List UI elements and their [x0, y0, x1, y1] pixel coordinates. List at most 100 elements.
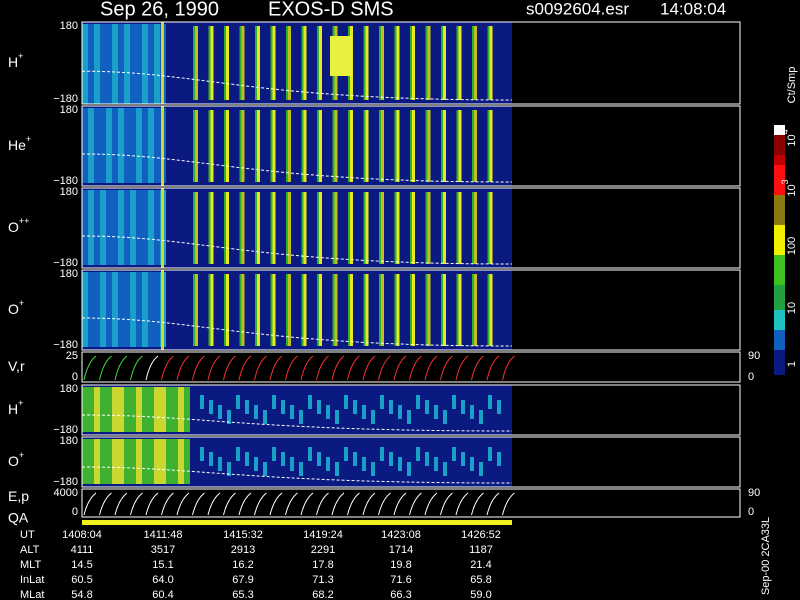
- spectrogram-cell: [124, 449, 130, 454]
- curve: [378, 492, 391, 516]
- spectrogram-cell: [118, 34, 124, 39]
- spectrogram-cell: [178, 412, 184, 417]
- spectrogram-cell: [148, 215, 154, 220]
- spectrogram-cell: [82, 297, 88, 302]
- spectrogram-cell: [443, 410, 447, 424]
- spectrogram-cell: [124, 215, 130, 220]
- spectrogram-cell: [184, 397, 190, 402]
- spectrogram-cell: [94, 190, 100, 195]
- spectrogram-cell: [118, 422, 124, 427]
- spectrogram-stripe: [208, 274, 211, 346]
- curve: [161, 355, 174, 381]
- spectrogram-cell: [112, 163, 118, 168]
- spectrogram-cell: [94, 84, 100, 89]
- spectrogram-stripe: [317, 274, 319, 346]
- spectrogram-cell: [136, 402, 142, 407]
- spectrogram-cell: [106, 297, 112, 302]
- spectrogram-cell: [106, 417, 112, 422]
- spectrogram-cell: [136, 474, 142, 479]
- spectrogram-stripe: [348, 110, 350, 182]
- spectrogram-cell: [353, 452, 357, 466]
- spectrogram-cell: [335, 462, 339, 476]
- spectrogram-cell: [94, 245, 100, 250]
- spectrogram-cell: [136, 79, 142, 84]
- spectrogram-stripe: [487, 26, 490, 100]
- spectrogram-cell: [88, 277, 94, 282]
- spectrogram-cell: [178, 444, 184, 449]
- spectrogram-stripe: [472, 274, 474, 346]
- spectrogram-cell: [142, 245, 148, 250]
- panel-frame: [81, 351, 741, 383]
- spectrogram-cell: [263, 410, 267, 424]
- spectrogram-cell: [130, 417, 136, 422]
- spectrogram-cell: [112, 200, 118, 205]
- spectrogram-cell: [148, 153, 154, 158]
- spectrogram-cell: [142, 439, 148, 444]
- spectrogram-cell: [106, 99, 112, 104]
- spectrogram-cell: [148, 312, 154, 317]
- spectrogram-cell: [106, 282, 112, 287]
- spectrogram-cell: [82, 479, 88, 484]
- spectrogram-stripe: [193, 192, 195, 264]
- spectrogram-cell: [136, 128, 142, 133]
- spectrogram-cell: [94, 44, 100, 49]
- spectrogram-cell: [112, 230, 118, 235]
- cell: 2913: [231, 544, 255, 556]
- spectrogram-cell: [88, 387, 94, 392]
- spectrogram-cell: [136, 113, 142, 118]
- curve: [223, 355, 236, 381]
- trace: [81, 317, 513, 347]
- spectrogram-cell: [100, 412, 106, 417]
- spectrogram-cell: [112, 168, 118, 173]
- spectrogram-stripe: [474, 110, 477, 182]
- spectrogram-cell: [112, 215, 118, 220]
- color-swatch: [774, 195, 785, 225]
- spectrogram-cell: [142, 307, 148, 312]
- spectrogram-cell: [142, 94, 148, 99]
- curve: [378, 355, 391, 381]
- spectrogram-cell: [148, 439, 154, 444]
- spectrogram-cell: [172, 422, 178, 427]
- spectrogram-cell: [142, 250, 148, 255]
- spectrogram-cell: [106, 277, 112, 282]
- spectrogram-cell: [94, 235, 100, 240]
- y-tick-label: 0: [72, 506, 78, 518]
- spectrogram-cell: [124, 260, 130, 265]
- spectrogram-cell: [124, 138, 130, 143]
- spectrogram-cell: [142, 39, 148, 44]
- spectrogram-cell: [118, 322, 124, 327]
- spectrogram-cell: [118, 205, 124, 210]
- spectrogram-cell: [124, 44, 130, 49]
- spectrogram-cell: [118, 327, 124, 332]
- spectrogram-cell: [130, 282, 136, 287]
- spectrogram-stripe: [441, 192, 443, 264]
- spectrogram-cell: [136, 39, 142, 44]
- spectrogram-cell: [124, 113, 130, 118]
- panel-label-base: O: [8, 301, 19, 317]
- spectrogram-cell: [130, 59, 136, 64]
- spectrogram-cell: [112, 297, 118, 302]
- spectrogram-cell: [118, 29, 124, 34]
- spectrogram-cell: [106, 54, 112, 59]
- curve: [238, 492, 252, 516]
- y-tick-label: −180: [53, 257, 78, 269]
- spectrogram-cell: [112, 225, 118, 230]
- spectrogram-cell: [88, 128, 94, 133]
- spectrogram-cell: [82, 407, 88, 412]
- spectrogram-cell: [124, 34, 130, 39]
- spectrogram-cell: [200, 447, 204, 461]
- spectrogram-cell: [118, 210, 124, 215]
- spectrogram-cell: [118, 113, 124, 118]
- spectrogram-cell: [148, 89, 154, 94]
- y-tick-label: 180: [60, 268, 78, 280]
- spectrogram-cell: [479, 462, 483, 476]
- spectrogram-cell: [160, 469, 166, 474]
- spectrogram-cell: [290, 457, 294, 471]
- colorbar-label-base: 1: [786, 361, 798, 367]
- panel-label-sup: ++: [19, 216, 30, 226]
- spectrogram-cell: [82, 133, 88, 138]
- spectrogram-cell: [124, 277, 130, 282]
- y-tick-label: 180: [60, 20, 78, 32]
- spectrogram-cell: [130, 332, 136, 337]
